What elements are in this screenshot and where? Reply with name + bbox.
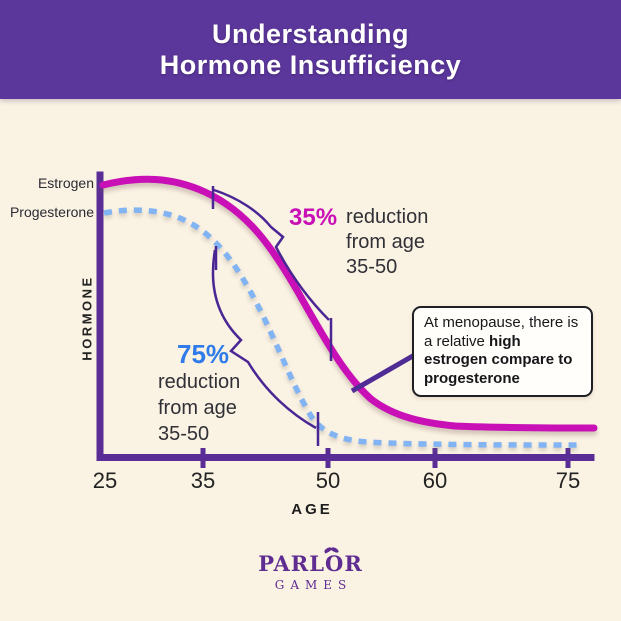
estrogen-reduction-brace — [213, 188, 330, 321]
brace-ticks — [211, 186, 333, 446]
progesterone-curve — [103, 207, 578, 448]
brand-subtitle: GAMES — [274, 578, 353, 592]
brand-name: PARLOR — [258, 551, 363, 576]
legend-estrogen: Estrogen — [37, 175, 94, 191]
menopause-callout-box: At menopause, there is a relative high e… — [412, 306, 593, 397]
x-axis-ticks — [200, 448, 571, 468]
page-title-line2: Hormone Insufficiency — [159, 49, 462, 80]
tick-label-35: 35 — [190, 468, 216, 493]
callout-text-bold: high estrogen compare to progesterone — [424, 332, 573, 387]
x-axis-title: AGE — [291, 501, 333, 518]
tick-label-75: 75 — [555, 468, 581, 493]
axis-lines — [96, 171, 595, 461]
header-banner: Understanding Hormone Insufficiency — [0, 0, 621, 99]
legend-progesterone: Progesterone — [9, 204, 94, 220]
tick-label-50: 50 — [315, 468, 341, 493]
progesterone-reduction-text: reduction from age 35-50 — [158, 371, 241, 445]
progesterone-reduction-annotation: 75% reduction from age 35-50 — [158, 339, 240, 447]
progesterone-reduction-pct: 75% — [177, 339, 230, 369]
progesterone-reduction-brace — [211, 249, 317, 430]
page-title-line1: Understanding — [211, 18, 409, 49]
y-axis-title: HORMONE — [79, 275, 95, 361]
apple-icon: O — [325, 551, 345, 576]
estrogen-reduction-text: reduction from age 35-50 — [346, 206, 429, 278]
callout-text-normal: At menopause, there is a relative — [424, 314, 579, 350]
brand-logo: PARLOR GAMES — [0, 552, 621, 593]
tick-label-60: 60 — [422, 468, 448, 493]
estrogen-reduction-pct: 35% — [289, 204, 338, 231]
tick-label-25: 25 — [92, 468, 118, 493]
estrogen-reduction-annotation: 35% reduction from age 35-50 — [289, 205, 428, 280]
